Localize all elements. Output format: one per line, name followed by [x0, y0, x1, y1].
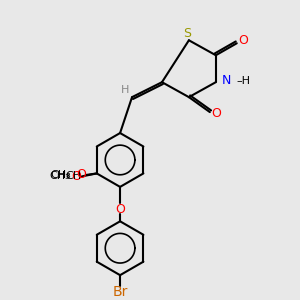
Text: Br: Br [112, 285, 128, 298]
Text: O: O [212, 107, 221, 120]
Text: CH₃: CH₃ [49, 171, 70, 182]
Text: O: O [76, 168, 86, 182]
Text: –H: –H [236, 76, 250, 86]
Text: CH: CH [65, 171, 82, 182]
Text: H: H [120, 85, 129, 95]
Text: CH₃: CH₃ [50, 170, 71, 180]
Text: O: O [115, 203, 125, 216]
Text: O: O [71, 170, 81, 183]
Text: O: O [238, 34, 248, 47]
Text: N: N [222, 74, 231, 87]
Text: S: S [183, 27, 191, 40]
